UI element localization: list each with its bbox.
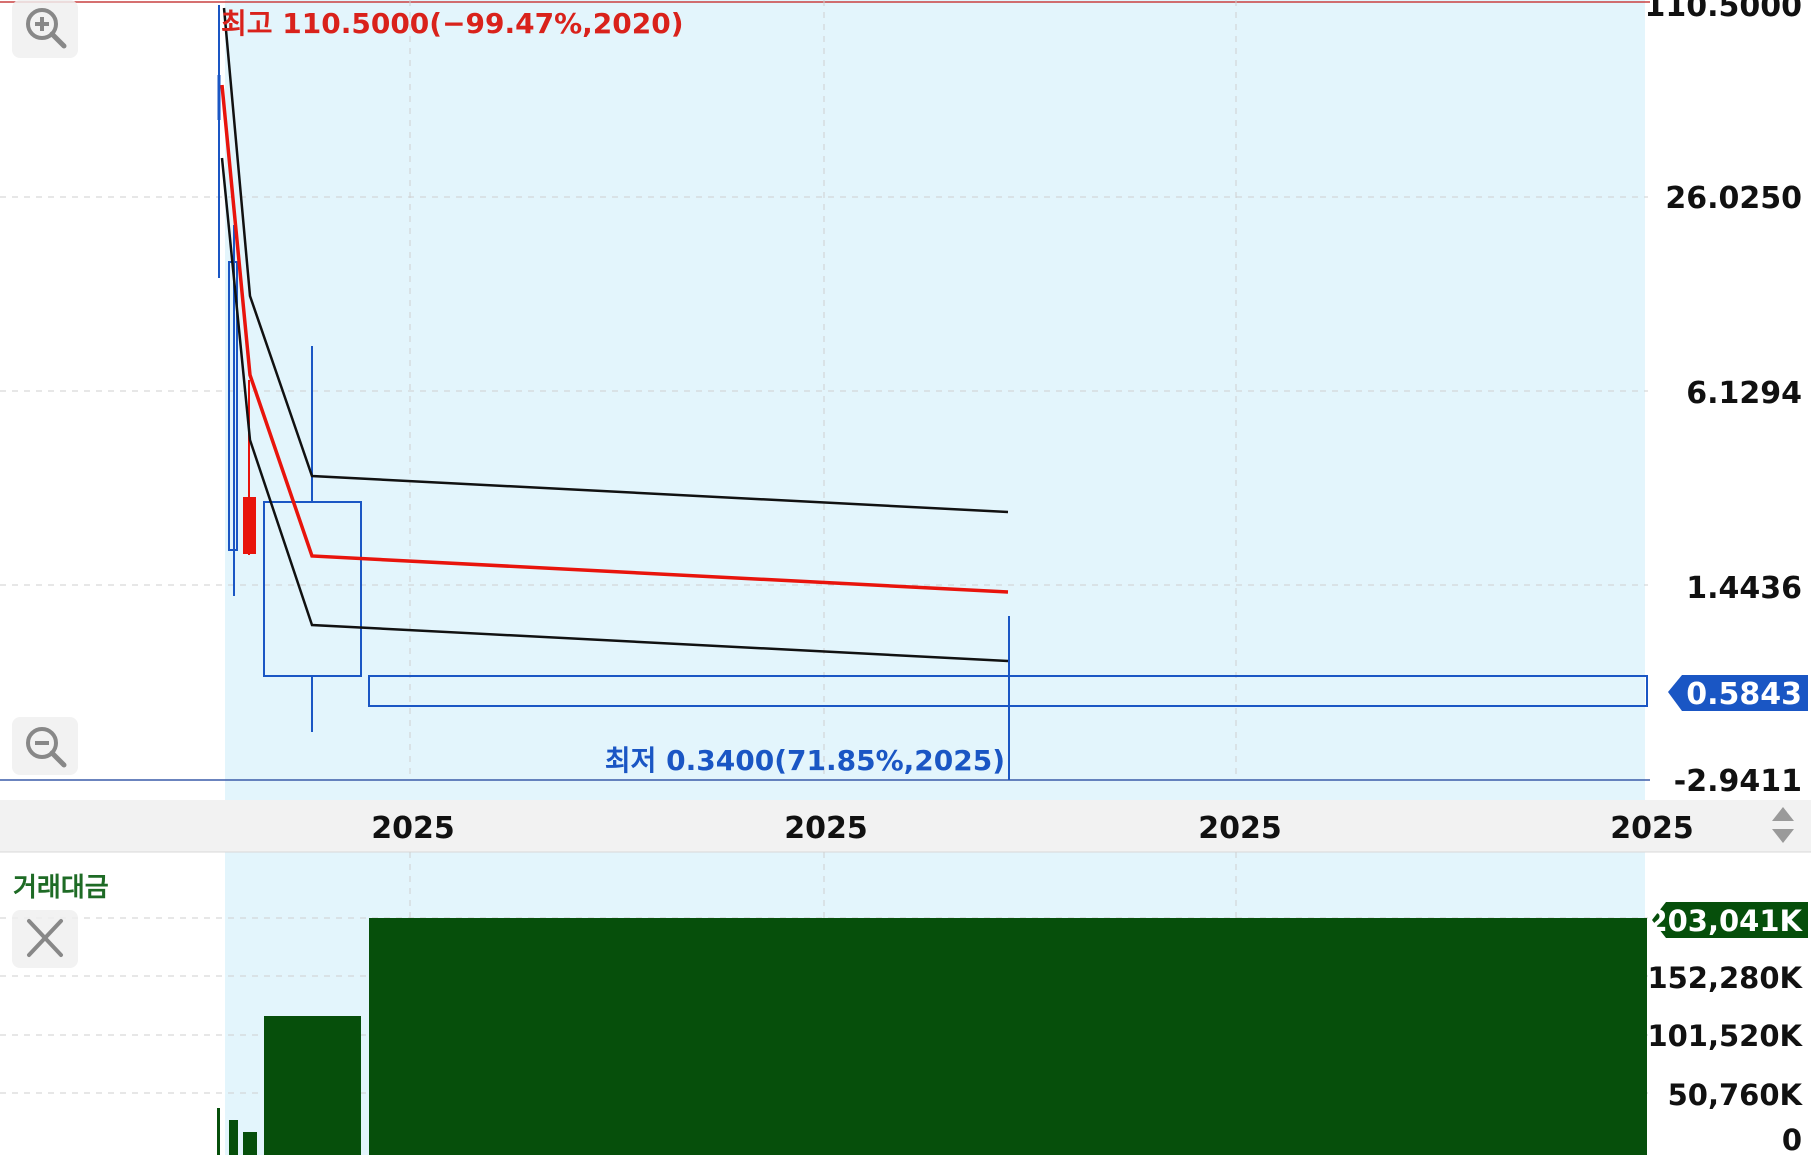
volume-axis-label-4: 50,760K xyxy=(1668,1078,1804,1112)
zoom-out-icon-lens xyxy=(26,727,58,759)
volume-axis-label-2: 152,280K xyxy=(1647,961,1803,995)
price-axis-label-2: 26.0250 xyxy=(1665,181,1802,216)
price-axis-label-3: 6.1294 xyxy=(1686,376,1802,411)
x-axis-label-4: 2025 xyxy=(1610,811,1694,846)
up-down-arrows-icon xyxy=(1772,807,1794,843)
close-icon-stroke-2 xyxy=(27,919,63,957)
zoom-out-icon xyxy=(26,727,67,768)
zoom-in-icon-handle xyxy=(49,31,67,49)
x-axis-label-2: 2025 xyxy=(784,811,868,846)
price-axis-label-5: -2.9411 xyxy=(1674,764,1802,799)
zoom-in-button[interactable] xyxy=(12,0,78,58)
x-axis-strip xyxy=(0,800,1811,852)
volume-panel-title: 거래대금 xyxy=(13,873,109,903)
zoom-out-button[interactable] xyxy=(12,717,78,775)
price-axis-label-1: 110.5000 xyxy=(1644,0,1802,24)
close-volume-panel-button[interactable] xyxy=(12,910,78,968)
low-annotation: 최저 0.3400(71.85%,2025) xyxy=(605,744,1005,777)
price-axis-label-4: 1.4436 xyxy=(1686,571,1802,606)
lower-band-line xyxy=(220,157,1009,663)
volume-bars xyxy=(217,918,1647,1155)
close-icon xyxy=(27,919,63,957)
volume-bar-4 xyxy=(264,1016,361,1155)
candle-4-body xyxy=(263,501,362,677)
highlight-band-price xyxy=(225,0,1645,800)
moving-average-line xyxy=(220,84,1009,594)
volume-current-badge xyxy=(1652,902,1808,938)
price-grid xyxy=(0,196,1648,586)
zoom-in-icon-lens xyxy=(26,8,58,40)
candle-3-body xyxy=(243,497,256,554)
arrow-up-icon xyxy=(1772,807,1794,821)
high-annotation: 최고 110.5000(−99.47%,2020) xyxy=(221,7,684,40)
x-axis-label-3: 2025 xyxy=(1198,811,1282,846)
volume-axis-label-3: 101,520K xyxy=(1647,1019,1803,1053)
volume-axis-label-5: 0 xyxy=(1782,1123,1802,1155)
volume-bar-2 xyxy=(229,1120,238,1155)
x-axis-label-1: 2025 xyxy=(371,811,455,846)
volume-bar-5 xyxy=(369,918,1647,1155)
volume-bar-3 xyxy=(243,1132,257,1155)
zoom-in-icon xyxy=(26,8,67,49)
current-price-badge xyxy=(1668,675,1808,711)
volume-current-label: 203,041K xyxy=(1647,904,1803,938)
x-axis: 2025 2025 2025 2025 xyxy=(371,811,1694,846)
current-price-label: 0.5843 xyxy=(1686,677,1802,712)
volume-bar-1 xyxy=(217,1108,220,1155)
upper-band-line xyxy=(222,7,1009,514)
panel-resize-arrows[interactable] xyxy=(1760,803,1806,849)
volume-y-axis: 152,280K 101,520K 50,760K 0 xyxy=(1647,961,1803,1155)
price-y-axis: 110.5000 26.0250 6.1294 1.4436 -2.9411 xyxy=(1644,0,1802,799)
arrow-down-icon xyxy=(1772,829,1794,843)
zoom-out-icon-handle xyxy=(49,750,67,768)
